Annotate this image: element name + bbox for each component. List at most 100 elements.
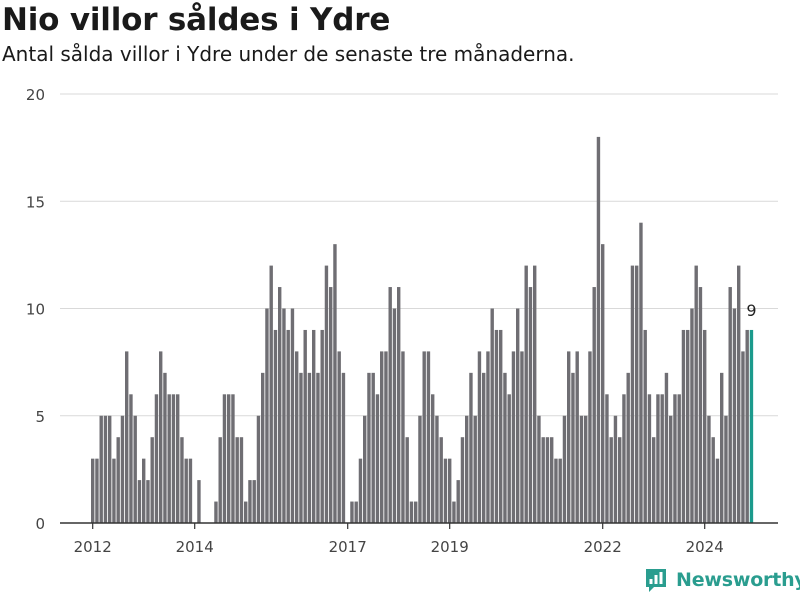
bar [270, 266, 273, 523]
bar [406, 437, 409, 523]
bar [384, 351, 387, 523]
bar [554, 459, 557, 523]
bar [355, 502, 358, 523]
bar [134, 416, 137, 523]
bar [720, 373, 723, 523]
bar [333, 244, 336, 523]
bar [622, 394, 625, 523]
bar-latest [750, 330, 753, 523]
bar [729, 287, 732, 523]
bar [299, 373, 302, 523]
bar [376, 394, 379, 523]
bar [257, 416, 260, 523]
x-tick-label: 2019 [431, 538, 469, 556]
bar [474, 416, 477, 523]
bar [669, 416, 672, 523]
bar [746, 330, 749, 523]
x-tick-label: 2012 [74, 538, 112, 556]
bar [389, 287, 392, 523]
bar [593, 287, 596, 523]
bar [397, 287, 400, 523]
newsworthy-logo: Newsworthy [644, 567, 800, 593]
bar [316, 373, 319, 523]
bar [737, 266, 740, 523]
bar [427, 351, 430, 523]
bar [104, 416, 107, 523]
bar [240, 437, 243, 523]
bar [168, 394, 171, 523]
bar [91, 459, 94, 523]
bar [635, 266, 638, 523]
bar [189, 459, 192, 523]
bar [648, 394, 651, 523]
bar [172, 394, 175, 523]
bar [686, 330, 689, 523]
bar [282, 309, 285, 524]
bar [520, 351, 523, 523]
bar [214, 502, 217, 523]
bar [163, 373, 166, 523]
bar [440, 437, 443, 523]
bar [712, 437, 715, 523]
bar [571, 373, 574, 523]
bar [491, 309, 494, 524]
bar [673, 394, 676, 523]
y-tick-label: 0 [35, 515, 45, 533]
bar [129, 394, 132, 523]
bar [431, 394, 434, 523]
bar [223, 394, 226, 523]
bar [627, 373, 630, 523]
bar [618, 437, 621, 523]
bar [495, 330, 498, 523]
bar [656, 394, 659, 523]
latest-value-label: 9 [746, 301, 756, 320]
brand-name: Newsworthy [676, 569, 800, 591]
bar [185, 459, 188, 523]
bar [418, 416, 421, 523]
bar [584, 416, 587, 523]
bar [219, 437, 222, 523]
bar [631, 266, 634, 523]
bar [482, 373, 485, 523]
bar [321, 330, 324, 523]
bar [537, 416, 540, 523]
bar [338, 351, 341, 523]
bar [108, 416, 111, 523]
bar [146, 480, 149, 523]
bar [274, 330, 277, 523]
bar [508, 394, 511, 523]
bar [652, 437, 655, 523]
bar [227, 394, 230, 523]
bar [529, 287, 532, 523]
bar [291, 309, 294, 524]
bar [265, 309, 268, 524]
bar [588, 351, 591, 523]
bar [695, 266, 698, 523]
bar [401, 351, 404, 523]
bar [644, 330, 647, 523]
bar [138, 480, 141, 523]
bar [503, 373, 506, 523]
bar [614, 416, 617, 523]
bar [546, 437, 549, 523]
y-tick-label: 15 [26, 193, 45, 211]
bar [576, 351, 579, 523]
bar [690, 309, 693, 524]
axes [60, 523, 778, 529]
bar [601, 244, 604, 523]
bar [452, 502, 455, 523]
bar [244, 502, 247, 523]
bar [248, 480, 251, 523]
grid-lines [60, 94, 778, 416]
bar [516, 309, 519, 524]
bar [741, 351, 744, 523]
bar [716, 459, 719, 523]
bar [393, 309, 396, 524]
x-tick-label: 2024 [686, 538, 724, 556]
bar [295, 351, 298, 523]
bar [180, 437, 183, 523]
bar [665, 373, 668, 523]
bar [542, 437, 545, 523]
bar [707, 416, 710, 523]
bar [142, 459, 145, 523]
